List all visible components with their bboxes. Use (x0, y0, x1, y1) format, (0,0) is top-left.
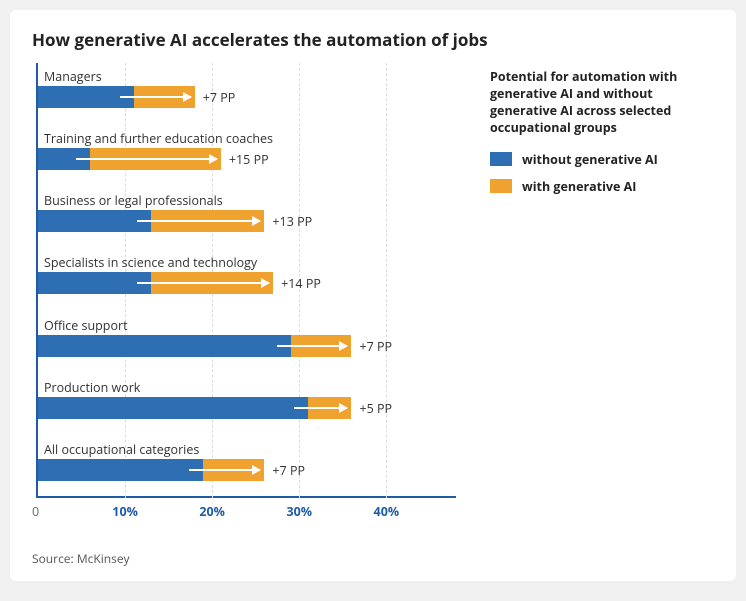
legend-label: without generative AI (522, 151, 658, 168)
bar-track: +7 PP (38, 86, 456, 108)
x-tick-label: 10% (112, 503, 138, 520)
bar-without (38, 459, 203, 481)
delta-label: +7 PP (360, 338, 393, 355)
bar-row-label: Training and further education coaches (38, 131, 456, 146)
bar-without (38, 210, 151, 232)
legend-item: with generative AI (490, 178, 710, 195)
arrow-icon (76, 158, 217, 160)
bar-without (38, 272, 151, 294)
arrow-icon (120, 96, 191, 98)
legend-heading: Potential for automation with generative… (490, 69, 710, 137)
bar-track: +7 PP (38, 335, 456, 357)
chart-body: Managers +7 PP Training and further educat… (32, 63, 714, 523)
delta-label: +15 PP (229, 151, 269, 168)
arrow-icon (189, 469, 260, 471)
arrow-icon (137, 282, 269, 284)
bar-row-label: Business or legal professionals (38, 193, 456, 208)
bar-track: +5 PP (38, 397, 456, 419)
legend-swatch (490, 179, 512, 193)
bar-row: Production work +5 PP (38, 374, 456, 436)
delta-label: +7 PP (203, 89, 236, 106)
legend-item: without generative AI (490, 151, 710, 168)
bar-without (38, 397, 308, 419)
bar-row-label: All occupational categories (38, 442, 456, 457)
bar-row-label: Specialists in science and technology (38, 255, 456, 270)
delta-label: +13 PP (272, 213, 312, 230)
legend-label: with generative AI (522, 178, 636, 195)
chart-area: Managers +7 PP Training and further educat… (32, 63, 472, 523)
bar-row: Managers +7 PP (38, 63, 456, 125)
x-tick-label: 40% (374, 503, 400, 520)
bar-track: +13 PP (38, 210, 456, 232)
arrow-icon (277, 345, 348, 347)
bar-row-label: Office support (38, 318, 456, 333)
legend-panel: Potential for automation with generative… (490, 63, 710, 523)
bar-track: +7 PP (38, 459, 456, 481)
bar-row-label: Production work (38, 380, 456, 395)
bar-track: +15 PP (38, 148, 456, 170)
bar-row: All occupational categories +7 PP (38, 436, 456, 498)
bar-row: Office support +7 PP (38, 312, 456, 374)
chart-title: How generative AI accelerates the automa… (32, 28, 714, 51)
source-text: Source: McKinsey (32, 550, 130, 567)
bar-without (38, 335, 291, 357)
arrow-icon (137, 220, 260, 222)
plot-area: Managers +7 PP Training and further educat… (36, 63, 456, 498)
chart-card: How generative AI accelerates the automa… (10, 10, 736, 581)
delta-label: +14 PP (281, 275, 321, 292)
legend-swatch (490, 152, 512, 166)
x-tick-label: 30% (286, 503, 312, 520)
x-tick-label: 20% (199, 503, 225, 520)
x-axis-zero: 0 (32, 503, 39, 520)
bar-row: Business or legal professionals +13 PP (38, 187, 456, 249)
delta-label: +7 PP (272, 462, 305, 479)
bar-row: Specialists in science and technology +14… (38, 249, 456, 311)
bar-track: +14 PP (38, 272, 456, 294)
arrow-icon (294, 407, 348, 409)
delta-label: +5 PP (360, 400, 393, 417)
bar-row: Training and further education coaches +1… (38, 125, 456, 187)
bar-row-label: Managers (38, 69, 456, 84)
